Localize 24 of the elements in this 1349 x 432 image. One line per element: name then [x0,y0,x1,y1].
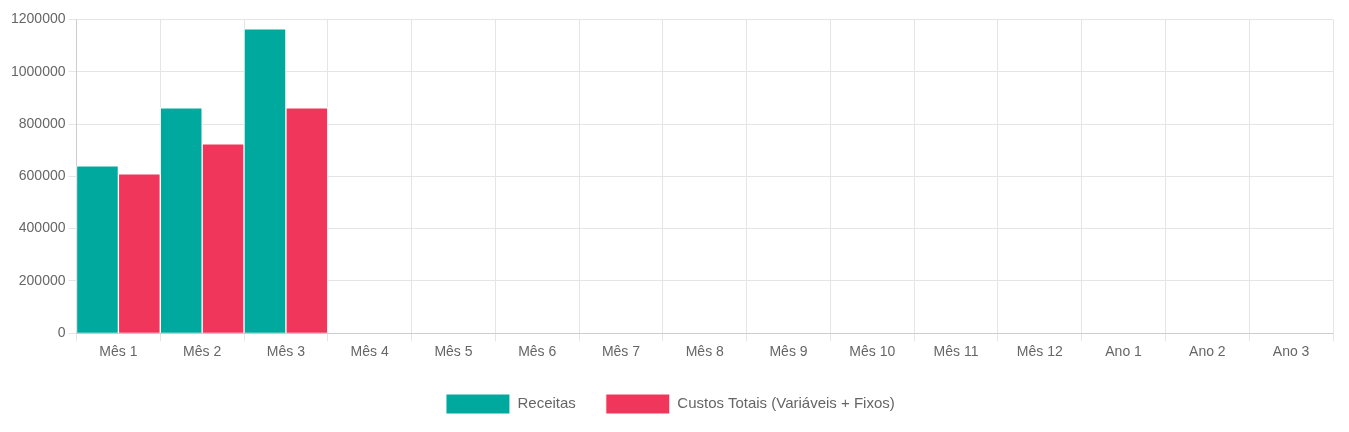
x-tick-label: Mês 8 [685,343,725,360]
y-tick-label: 400000 [18,219,66,236]
y-tick-label: 600000 [18,167,66,184]
y-tick-label: 800000 [18,114,66,131]
x-tick-label: Mês 2 [183,343,222,360]
x-tick-label: Mês 10 [849,343,896,360]
x-tick-label: Mês 11 [933,343,979,360]
x-tick-label: Mês 7 [601,343,641,360]
y-tick-label: 1000000 [10,62,66,79]
y-tick-label: 1200000 [10,10,66,27]
y-tick-label: 200000 [18,271,66,288]
y-tick-label: 0 [57,324,66,341]
x-tick-label: Mês 5 [434,343,473,360]
x-tick-label: Mês 12 [1016,343,1063,360]
x-tick-label: Ano 1 [1105,343,1143,360]
x-tick-label: Mês 4 [350,343,389,360]
legend-label: Custos Totais (Variáveis + Fixos) [677,394,895,412]
x-tick-label: Mês 6 [518,343,557,360]
x-tick-label: Mês 1 [99,343,138,360]
x-tick-label: Mês 3 [266,343,306,360]
x-tick-label: Mês 9 [769,343,808,360]
legend-label: Receitas [517,394,576,412]
x-tick-label: Ano 2 [1189,343,1226,360]
x-tick-label: Ano 3 [1272,343,1310,360]
